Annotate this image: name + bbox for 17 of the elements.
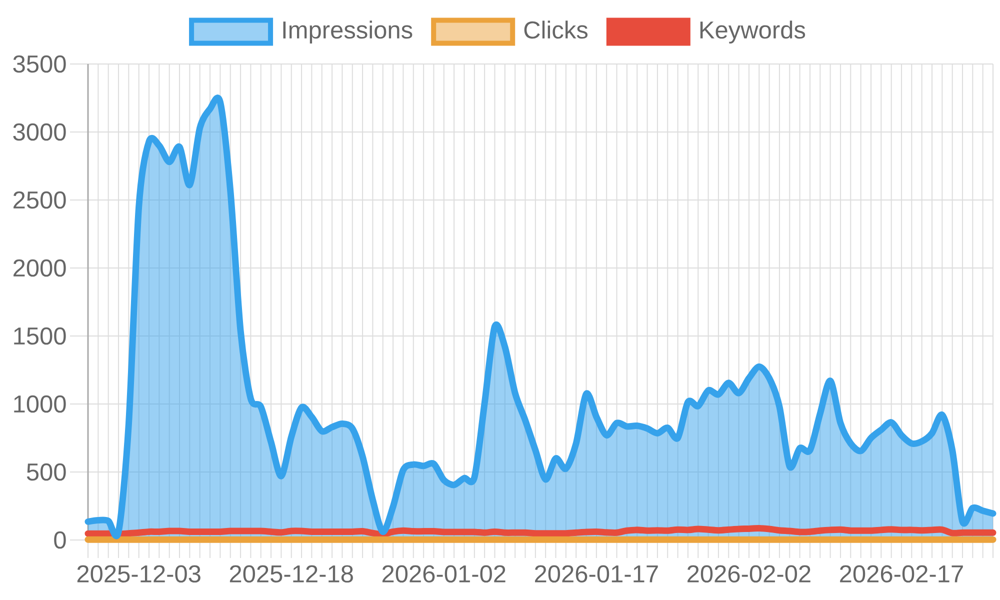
y-tick-label: 2500 xyxy=(14,191,66,209)
y-tick-label: 3500 xyxy=(13,55,66,73)
y-tick-label: 1000 xyxy=(14,395,66,413)
legend-label: Keywords xyxy=(700,20,806,44)
legend-label: Clicks xyxy=(524,20,588,39)
y-tick-label: 0 xyxy=(54,531,66,549)
y-tick-label: 1500 xyxy=(14,327,66,345)
y-tick-label: 500 xyxy=(26,463,66,481)
x-tick-label: 2025-12-03 xyxy=(77,565,200,583)
y-tick-label: 3000 xyxy=(13,123,66,141)
x-tick-label: 2026-01-17 xyxy=(535,565,658,583)
x-tick-label: 2026-01-02 xyxy=(382,565,506,583)
y-tick-label: 2000 xyxy=(14,259,66,277)
x-tick-label: 2026-02-02 xyxy=(688,565,810,583)
x-tick-label: 2025-12-18 xyxy=(230,565,353,583)
x-tick-label: 2026-02-17 xyxy=(840,565,963,583)
legend-label: Impressions xyxy=(283,20,412,44)
